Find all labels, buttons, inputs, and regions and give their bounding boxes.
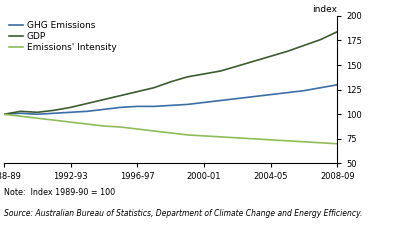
GHG Emissions: [252, 95, 256, 98]
Emissions' Intensity: [202, 135, 206, 137]
GDP: [268, 55, 273, 58]
GHG Emissions: [302, 89, 306, 92]
GDP: [202, 73, 206, 75]
Line: GDP: GDP: [4, 32, 337, 114]
GDP: [235, 65, 240, 67]
GHG Emissions: [268, 93, 273, 96]
Emissions' Intensity: [2, 113, 6, 116]
Emissions' Intensity: [135, 128, 140, 130]
GDP: [52, 109, 56, 112]
Emissions' Intensity: [268, 138, 273, 141]
GDP: [218, 70, 223, 72]
Text: Note:  Index 1989-90 = 100: Note: Index 1989-90 = 100: [4, 188, 115, 197]
GHG Emissions: [18, 112, 23, 115]
GHG Emissions: [85, 110, 90, 113]
GHG Emissions: [218, 99, 223, 102]
Emissions' Intensity: [302, 141, 306, 143]
Emissions' Intensity: [335, 142, 340, 145]
GDP: [185, 76, 190, 78]
Emissions' Intensity: [18, 115, 23, 118]
GDP: [302, 44, 306, 47]
GHG Emissions: [68, 111, 73, 114]
GHG Emissions: [202, 101, 206, 104]
Line: Emissions' Intensity: Emissions' Intensity: [4, 114, 337, 144]
Emissions' Intensity: [52, 119, 56, 121]
GHG Emissions: [35, 113, 40, 116]
Emissions' Intensity: [285, 139, 290, 142]
Emissions' Intensity: [252, 138, 256, 140]
GDP: [35, 111, 40, 114]
GDP: [285, 50, 290, 53]
GDP: [85, 102, 90, 105]
GDP: [102, 98, 106, 101]
GDP: [135, 90, 140, 93]
GHG Emissions: [185, 103, 190, 106]
Emissions' Intensity: [35, 117, 40, 120]
GDP: [2, 113, 6, 116]
Emissions' Intensity: [235, 136, 240, 139]
GHG Emissions: [285, 91, 290, 94]
GHG Emissions: [2, 113, 6, 116]
Emissions' Intensity: [68, 121, 73, 123]
GDP: [318, 38, 323, 41]
Line: GHG Emissions: GHG Emissions: [4, 85, 337, 114]
Emissions' Intensity: [318, 141, 323, 144]
GDP: [168, 80, 173, 83]
GHG Emissions: [135, 105, 140, 108]
Legend: GHG Emissions, GDP, Emissions' Intensity: GHG Emissions, GDP, Emissions' Intensity: [8, 20, 117, 53]
Emissions' Intensity: [85, 123, 90, 126]
GHG Emissions: [118, 106, 123, 109]
GDP: [152, 86, 156, 89]
GDP: [335, 30, 340, 33]
Emissions' Intensity: [185, 133, 190, 136]
GHG Emissions: [335, 83, 340, 86]
Emissions' Intensity: [168, 132, 173, 134]
GHG Emissions: [235, 97, 240, 100]
GDP: [118, 94, 123, 97]
Text: index: index: [312, 5, 337, 14]
Emissions' Intensity: [118, 126, 123, 128]
Emissions' Intensity: [218, 136, 223, 138]
GHG Emissions: [102, 108, 106, 111]
Text: Source: Australian Bureau of Statistics, Department of Climate Change and Energy: Source: Australian Bureau of Statistics,…: [4, 209, 362, 218]
GDP: [68, 106, 73, 109]
GDP: [252, 60, 256, 62]
GHG Emissions: [318, 86, 323, 89]
GHG Emissions: [168, 104, 173, 107]
GHG Emissions: [52, 112, 56, 115]
GHG Emissions: [152, 105, 156, 108]
Emissions' Intensity: [102, 125, 106, 127]
Emissions' Intensity: [152, 130, 156, 132]
GDP: [18, 110, 23, 113]
